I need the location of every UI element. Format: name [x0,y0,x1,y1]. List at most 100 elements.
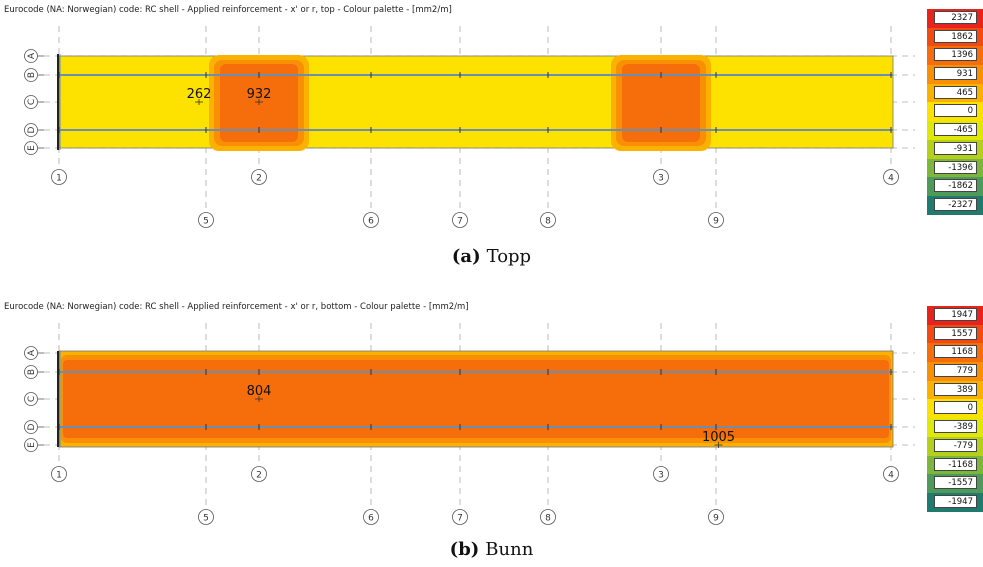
column-label-2: 2 [256,471,262,481]
legend-row: 1168 [927,343,983,363]
row-label-B: B [27,369,37,375]
row-label-E: E [27,442,37,448]
row-bubble-B [24,68,38,82]
legend-row: -1168 [927,455,983,475]
column-label-8: 8 [545,514,551,524]
legend-row: 779 [927,362,983,381]
panel-a-title: Eurocode (NA: Norwegian) code: RC shell … [4,5,452,15]
row-bubble-A [24,49,38,63]
legend-value: -1557 [934,476,977,490]
slab [58,55,894,149]
caption-label: (a) [451,246,481,267]
column-label-9: 9 [713,514,719,524]
legend-value: -389 [934,420,977,434]
legend-value: 931 [934,67,977,81]
column-bubble-2 [251,466,267,482]
legend-value: 1168 [934,345,977,359]
legend-row: 1862 [927,27,983,47]
legend-row: -1557 [927,474,983,493]
legend-value: -779 [934,438,977,452]
row-label-A: A [27,52,37,59]
panel-a-legend: 2327 1862 1396 931 465 0 -465 -931 -1396 -1862 -23… [927,9,983,215]
row-bubble-A [24,346,38,360]
column-bubble-3 [653,466,669,482]
column-label-9: 9 [713,217,719,227]
column-label-6: 6 [368,217,374,227]
panel-a-plan: A B C D E 1 2 3 4 5 6 7 8 9 262 932 [24,26,915,228]
column-label-3: 3 [658,471,664,481]
column-bubble-3 [653,169,669,185]
row-bubble-D [24,420,38,434]
column-label-7: 7 [457,514,463,524]
legend-value: 389 [934,382,977,396]
panel-a-caption: (a) Topp [0,246,983,267]
legend-value: 779 [934,364,977,378]
support-zone-inner [622,64,700,142]
row-bubble-E [24,438,38,452]
column-bubble-7 [452,212,468,228]
row-label-D: D [27,423,37,430]
column-label-8: 8 [545,217,551,227]
row-label-C: C [27,99,37,105]
row-bubble-C [24,95,38,109]
column-bubble-7 [452,509,468,525]
legend-value: 2327 [934,11,977,24]
column-label-4: 4 [888,174,894,184]
row-bubble-D [24,123,38,137]
caption-text: Bunn [485,539,534,560]
column-bubble-1 [51,466,67,482]
row-bubble-C [24,392,38,406]
value-label: 932 [247,87,272,102]
column-label-4: 4 [888,471,894,481]
legend-value: 1862 [934,29,977,43]
value-label: 804 [247,384,272,399]
legend-value: 1557 [934,326,977,340]
legend-row: -779 [927,436,983,456]
column-label-6: 6 [368,514,374,524]
column-bubble-6 [363,509,379,525]
column-bubble-9 [708,509,724,525]
column-bubble-5 [198,509,214,525]
legend-value: -1947 [934,494,977,508]
column-bubble-8 [540,509,556,525]
legend-row: 0 [927,102,983,122]
legend-value: -2327 [934,197,977,211]
panel-b-legend: 1947 1557 1168 779 389 0 -389 -779 -1168 -1557 -19… [927,306,983,512]
column-bubble-8 [540,212,556,228]
row-label-C: C [27,396,37,402]
legend-row: -2327 [927,195,983,215]
column-bubble-6 [363,212,379,228]
row-label-B: B [27,72,37,78]
column-bubble-1 [51,169,67,185]
column-label-7: 7 [457,217,463,227]
value-label: 262 [187,87,212,102]
legend-row: -931 [927,139,983,159]
caption-label: (b) [449,539,480,560]
row-label-E: E [27,145,37,151]
column-label-3: 3 [658,174,664,184]
column-bubble-5 [198,212,214,228]
row-bubble-B [24,365,38,379]
column-bubble-2 [251,169,267,185]
legend-value: -1168 [934,457,977,471]
legend-row: 0 [927,399,983,419]
column-bubble-4 [883,466,899,482]
legend-row: 931 [927,65,983,84]
legend-row: 389 [927,380,983,400]
row-bubble-E [24,141,38,155]
column-label-2: 2 [256,174,262,184]
legend-row: 465 [927,83,983,103]
legend-row: -389 [927,418,983,437]
column-label-1: 1 [56,174,62,184]
panel-b-plan: A B C D E 1 2 3 4 5 6 7 8 9 804 1005 [24,323,915,525]
legend-value: 1396 [934,48,977,62]
caption-text: Topp [486,246,532,267]
legend-value: -931 [934,141,977,155]
legend-row: -1862 [927,177,983,196]
legend-row: 1947 [927,306,983,325]
column-bubble-9 [708,212,724,228]
legend-row: -1947 [927,492,983,512]
legend-value: 0 [934,401,977,415]
row-label-D: D [27,126,37,133]
legend-row: 1396 [927,46,983,66]
